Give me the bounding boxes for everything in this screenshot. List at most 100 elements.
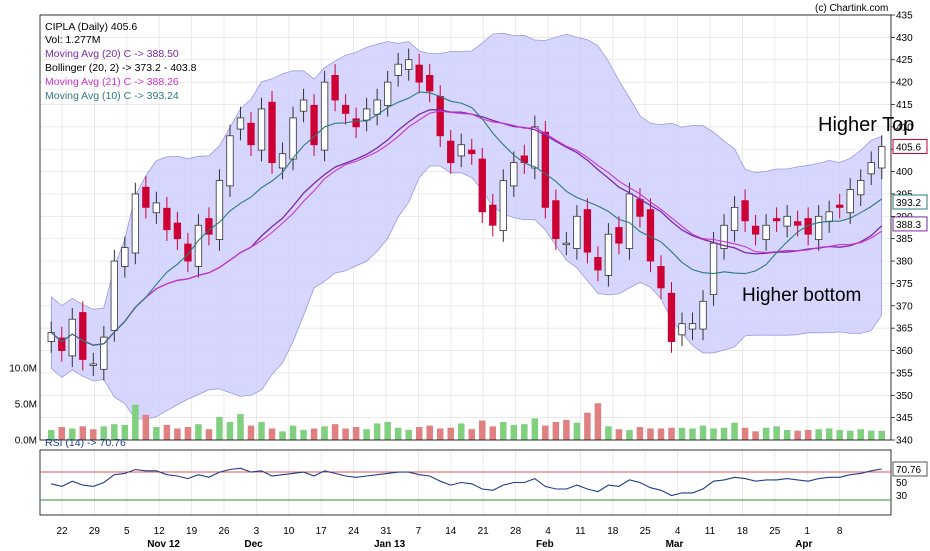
x-tick-label: 5: [124, 526, 130, 537]
candle-body: [142, 186, 150, 208]
candle-body: [341, 104, 350, 114]
candle-body: [867, 162, 875, 175]
candle-body: [163, 207, 171, 231]
legend-bollinger: Bollinger (20, 2) -> 373.2 - 403.8: [45, 62, 197, 74]
candle-body: [667, 292, 676, 342]
candle-body: [562, 242, 571, 246]
volume-bar: [394, 427, 402, 440]
volume-bar: [415, 427, 423, 440]
volume-bar: [268, 428, 276, 440]
volume-bar: [500, 422, 507, 440]
candle-body: [47, 332, 55, 342]
volume-bar: [436, 428, 444, 440]
candle-body: [152, 202, 161, 214]
candle-body: [415, 64, 423, 83]
volume-bar: [279, 431, 286, 440]
candle-body: [615, 227, 623, 244]
candle-body: [541, 131, 550, 208]
x-month-label: Mar: [666, 539, 684, 550]
last-close-tag-box: [892, 139, 928, 155]
legend-ma21: Moving Avg (21) C -> 388.26: [45, 76, 179, 88]
volume-bar: [121, 424, 129, 440]
x-tick-label: 10: [283, 526, 295, 537]
price-tick-label: 375: [896, 279, 913, 290]
volume-bar: [668, 427, 675, 440]
candle-body: [709, 242, 718, 296]
volume-bar: [184, 427, 192, 440]
candle-body: [468, 149, 476, 155]
volume-bar: [289, 425, 297, 440]
volume-bar: [90, 429, 97, 440]
volume-bar: [195, 424, 202, 440]
candle-body: [552, 200, 560, 240]
x-tick-label: 4: [675, 526, 681, 537]
volume-bar: [836, 429, 843, 440]
candle-body: [257, 108, 266, 151]
last-ma10-tag: 393.2: [896, 198, 921, 209]
volume-bar: [647, 428, 654, 440]
candle-body: [89, 363, 97, 366]
volume-bar: [552, 422, 560, 440]
last-rsi-tag: 70.76: [896, 465, 921, 476]
rsi-tick-label: 30: [896, 491, 908, 502]
x-tick-label: 11: [575, 526, 586, 537]
candle-body: [194, 224, 203, 267]
volume-bar: [479, 420, 486, 440]
candle-body: [457, 144, 465, 157]
candle-body: [499, 180, 507, 232]
candle-body: [720, 224, 728, 249]
volume-bar: [100, 426, 108, 440]
volume-tick-label: 10.0M: [9, 364, 37, 375]
candle-body: [247, 122, 255, 146]
volume-bar: [783, 429, 791, 440]
volume-bar: [815, 429, 822, 440]
candle-body: [394, 63, 402, 76]
candle-body: [320, 81, 329, 151]
volume-bar: [710, 428, 717, 440]
moving-avg-10-line: [50, 91, 883, 346]
volume-bar: [773, 426, 780, 440]
volume-tick-label: 5.0M: [15, 400, 37, 411]
volume-bar: [247, 425, 255, 440]
candle-body: [205, 218, 213, 235]
x-tick-label: 17: [316, 526, 328, 537]
volume-bar: [489, 426, 497, 440]
candle-body: [58, 337, 66, 351]
chart-credit: (c) Chartink.com: [815, 3, 888, 14]
candle-body: [699, 300, 707, 330]
legend-ma20: Moving Avg (20) C -> 388.50: [45, 48, 179, 60]
candle-body: [772, 218, 781, 222]
volume-bar: [731, 422, 738, 440]
x-tick-label: 3: [254, 526, 260, 537]
volume-bar: [205, 429, 213, 440]
volume-bar: [857, 429, 864, 440]
candle-body: [310, 104, 318, 146]
volume-bar: [605, 426, 612, 440]
volume-bar: [69, 428, 76, 440]
price-tick-label: 420: [896, 78, 913, 89]
price-tick-label: 360: [896, 346, 913, 357]
candle-body: [131, 193, 140, 254]
volume-bar: [310, 428, 318, 440]
candle-body: [79, 312, 87, 360]
volume-bar: [237, 414, 244, 440]
volume-bar: [804, 429, 812, 440]
volume-bar: [720, 427, 728, 440]
price-tick-label: 410: [896, 122, 913, 133]
volume-bar: [405, 429, 412, 440]
volume-bar: [699, 425, 707, 440]
volume-bar: [373, 423, 381, 440]
x-tick-label: 18: [607, 526, 619, 537]
volume-bar: [584, 412, 591, 440]
moving-avg-21-line: [50, 110, 882, 346]
candle-body: [478, 158, 486, 213]
volume-bar: [363, 429, 370, 440]
volume-bar: [563, 419, 570, 440]
candle-body: [594, 257, 602, 271]
rsi-tick-label: 50: [896, 478, 908, 489]
volume-bar: [510, 424, 518, 440]
candle-body: [289, 117, 297, 160]
price-tick-label: 340: [896, 436, 913, 447]
candle-body: [268, 101, 276, 164]
